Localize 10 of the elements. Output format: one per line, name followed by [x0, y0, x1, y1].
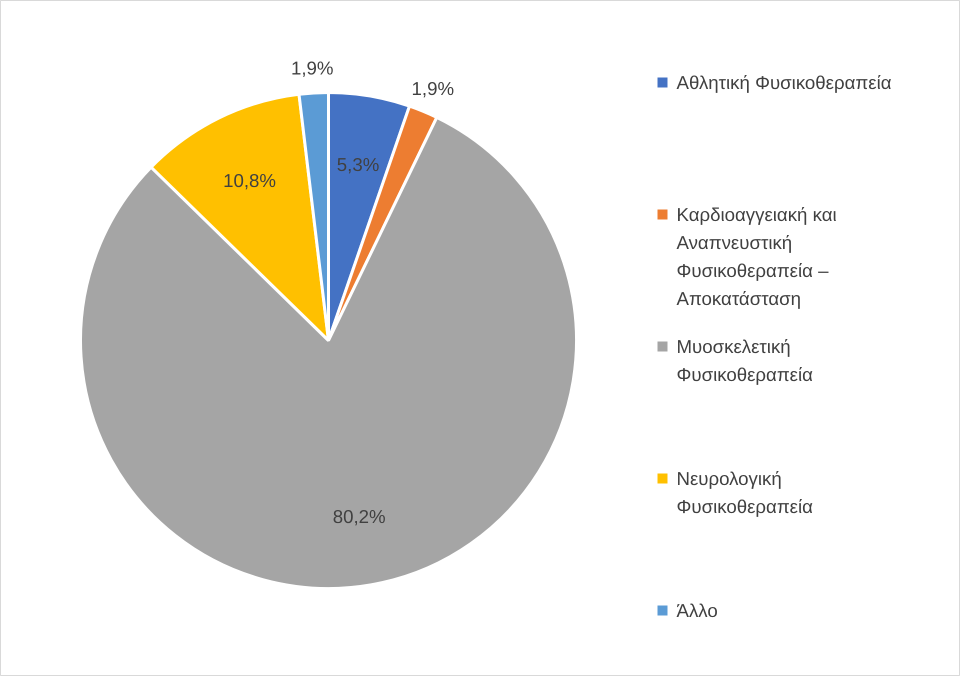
legend-label: Αθλητική Φυσικοθεραπεία: [676, 72, 892, 93]
data-label: 80,2%: [332, 506, 386, 527]
data-label: 10,8%: [223, 170, 276, 191]
data-label: 1,9%: [412, 78, 454, 99]
legend-label: Νευρολογική Φυσικοθεραπεία: [676, 468, 814, 517]
legend-label: Καρδιοαγγειακή και Αναπνευστική Φυσικοθεραπεία – Αποκατάσταση: [676, 204, 837, 309]
data-label: 1,9%: [290, 58, 334, 79]
legend-label: Μυοσκελετική Φυσικοθεραπεία: [676, 336, 814, 385]
legend-label: Άλλο: [676, 600, 718, 621]
data-label: 5,3%: [336, 154, 380, 175]
